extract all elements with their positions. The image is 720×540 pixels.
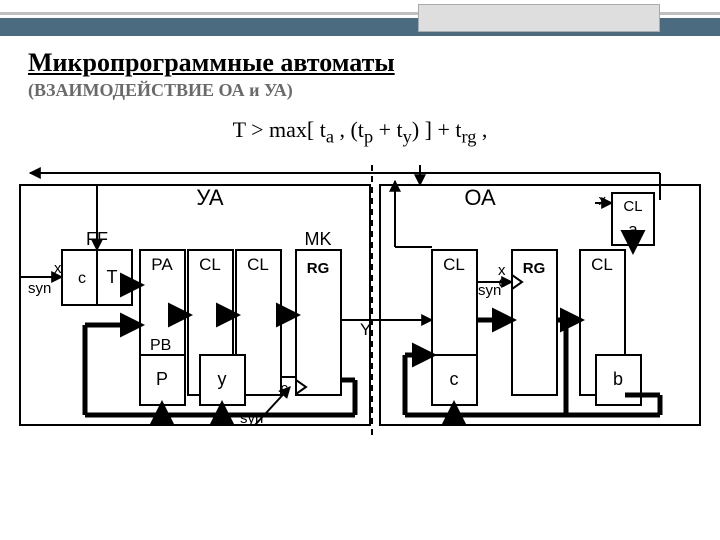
mk-label: MK (305, 229, 332, 249)
rg-oa-label: RG (523, 260, 546, 277)
cl-a-label: CL (623, 198, 642, 215)
ff-t-label: T (107, 267, 118, 287)
slide-top-bar (0, 0, 720, 36)
y-center-label: Y (360, 320, 371, 339)
slide-headings: Микропрограммные автоматы (ВЗАИМОДЕЙСТВИ… (0, 36, 720, 105)
pa-label: PA (151, 255, 173, 274)
rg-mk-label: RG (307, 260, 330, 277)
x-left-label: x (54, 260, 62, 277)
x-right-label: x (498, 262, 506, 279)
cl2-label: CL (247, 255, 269, 274)
header-grey-box (418, 4, 660, 32)
y-block-label: y (218, 369, 227, 389)
c-lower-label: c (450, 369, 459, 389)
cl1-label: CL (199, 255, 221, 274)
syn-right-label: syn (478, 282, 501, 299)
block-diagram: УА ОА FF c T syn x PA CL CL MK RG c PB P… (0, 155, 720, 475)
x-top-label: x (599, 192, 607, 209)
pb-label: PB (150, 337, 171, 354)
cl-a-sub: a (628, 220, 638, 239)
slide-title: Микропрограммные автоматы (28, 48, 692, 78)
timing-formula: T > max[ ta , (tp + ty) ] + trg , (0, 117, 720, 147)
syn-left-label: syn (28, 280, 51, 297)
cl3-label: CL (443, 255, 465, 274)
b-label: b (613, 369, 623, 389)
ua-label: УА (196, 185, 224, 210)
diagram-svg: УА ОА FF c T syn x PA CL CL MK RG c PB P… (0, 155, 720, 455)
slide-subtitle: (ВЗАИМОДЕЙСТВИЕ ОА и УА) (28, 80, 692, 101)
ff-c-label: c (78, 270, 86, 287)
oa-label: ОА (464, 185, 496, 210)
p-label: P (156, 369, 168, 389)
cl4-label: CL (591, 255, 613, 274)
